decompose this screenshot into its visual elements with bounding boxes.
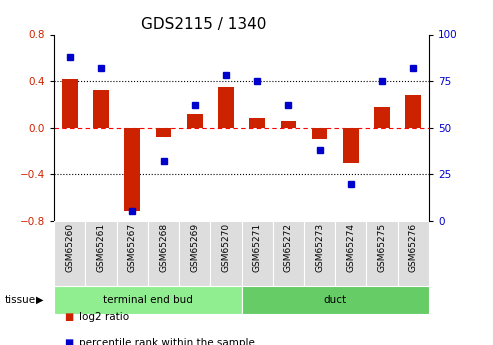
Text: log2 ratio: log2 ratio (79, 313, 129, 322)
Bar (85, 221, 117, 286)
Bar (187, 114, 203, 128)
Bar (273, 221, 304, 286)
Bar (249, 118, 265, 128)
Text: GSM65268: GSM65268 (159, 223, 168, 272)
Text: GSM65269: GSM65269 (190, 223, 199, 272)
Text: tissue: tissue (5, 295, 36, 305)
Bar (148, 221, 179, 286)
Bar (179, 221, 211, 286)
Text: percentile rank within the sample: percentile rank within the sample (79, 338, 255, 345)
Text: ■: ■ (64, 338, 73, 345)
Bar (312, 128, 327, 139)
Bar (124, 128, 140, 211)
Text: duct: duct (324, 295, 347, 305)
Text: GDS2115 / 1340: GDS2115 / 1340 (141, 17, 267, 32)
Bar (281, 121, 296, 128)
Text: GSM65271: GSM65271 (253, 223, 262, 272)
Text: GSM65274: GSM65274 (347, 223, 355, 272)
Text: GSM65273: GSM65273 (315, 223, 324, 272)
Text: GSM65272: GSM65272 (284, 223, 293, 272)
Bar (374, 107, 390, 128)
Bar (405, 95, 421, 128)
Text: GSM65275: GSM65275 (378, 223, 387, 272)
Bar (218, 87, 234, 128)
Text: terminal end bud: terminal end bud (103, 295, 193, 305)
Bar (54, 221, 85, 286)
Text: GSM65261: GSM65261 (97, 223, 106, 272)
Bar (54, 286, 242, 314)
Text: GSM65267: GSM65267 (128, 223, 137, 272)
Bar (242, 221, 273, 286)
Text: GSM65260: GSM65260 (66, 223, 74, 272)
Bar (62, 79, 78, 128)
Bar (242, 286, 429, 314)
Text: ▶: ▶ (35, 295, 43, 305)
Bar (211, 221, 242, 286)
Bar (343, 128, 359, 162)
Text: ■: ■ (64, 313, 73, 322)
Bar (117, 221, 148, 286)
Bar (93, 90, 109, 128)
Bar (335, 221, 366, 286)
Text: GSM65270: GSM65270 (221, 223, 230, 272)
Bar (304, 221, 335, 286)
Bar (156, 128, 172, 137)
Bar (366, 221, 398, 286)
Text: GSM65276: GSM65276 (409, 223, 418, 272)
Bar (398, 221, 429, 286)
